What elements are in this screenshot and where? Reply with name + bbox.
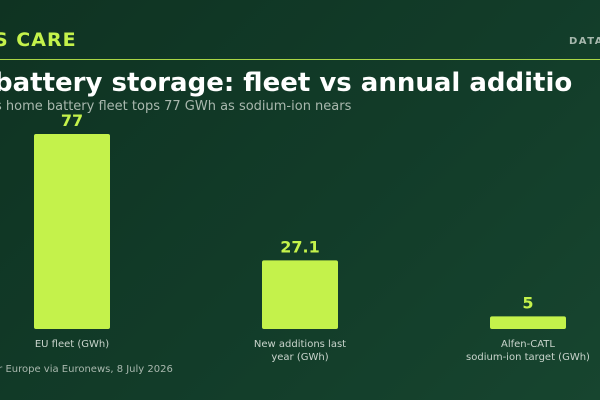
header-divider bbox=[0, 59, 600, 60]
bar-0 bbox=[34, 134, 110, 329]
brand-logo-text: S CARE bbox=[0, 29, 77, 51]
bar-2 bbox=[490, 316, 566, 329]
source-note: er Europe via Euronews, 8 July 2026 bbox=[0, 364, 173, 375]
category-label-1-1: year (GWh) bbox=[271, 352, 328, 363]
value-label-2: 5 bbox=[522, 293, 533, 312]
section-label: DATA bbox=[568, 36, 600, 47]
category-label-2-1: sodium-ion target (GWh) bbox=[466, 352, 590, 363]
chart-subtitle: s home battery fleet tops 77 GWh as sodi… bbox=[0, 99, 352, 114]
category-label-2-0: Alfen-CATL bbox=[501, 339, 555, 350]
category-label-0-0: EU fleet (GWh) bbox=[35, 339, 109, 350]
bar-1 bbox=[262, 260, 338, 329]
chart-title: battery storage: fleet vs annual additio bbox=[0, 68, 573, 98]
value-label-1: 27.1 bbox=[280, 237, 319, 256]
category-label-1-0: New additions last bbox=[254, 339, 346, 350]
value-label-0: 77 bbox=[61, 111, 83, 130]
